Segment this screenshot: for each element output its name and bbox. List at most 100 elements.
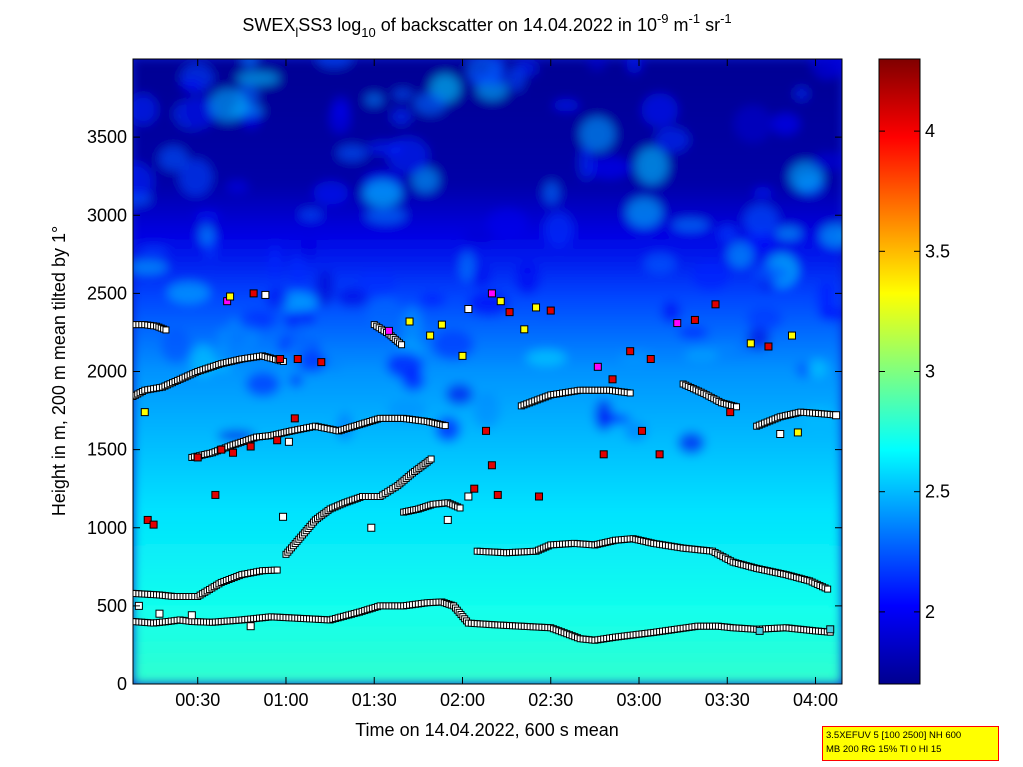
heatmap-patch [412, 167, 439, 193]
cloud-marker [496, 297, 505, 306]
cloud-marker [384, 326, 393, 335]
cloud-marker [405, 317, 414, 326]
heatmap-patch [133, 260, 168, 275]
heatmap-patch [300, 232, 317, 261]
y-tick-label: 2500 [87, 283, 127, 303]
x-tick-label: 01:30 [352, 690, 397, 710]
cloud-marker [832, 411, 841, 420]
cloud-marker [755, 626, 764, 635]
layer-3-point [824, 585, 832, 593]
cloud-marker [246, 442, 255, 451]
heatmap-patch [432, 330, 474, 361]
cloud-marker [229, 448, 238, 457]
colorbar-tick-label: 2.5 [925, 482, 950, 502]
heatmap-patch [578, 145, 594, 181]
heatmap-patch [206, 330, 250, 349]
heatmap-patch [744, 230, 776, 253]
y-tick-label: 2000 [87, 362, 127, 382]
heatmap-patch [743, 204, 779, 237]
cloud-markers [134, 289, 841, 635]
layer-8-point [626, 389, 634, 397]
cloud-marker [140, 408, 149, 417]
cloud-marker [637, 426, 646, 435]
cloud-marker [520, 325, 529, 334]
cloud-marker [279, 512, 288, 521]
heatmap-patch [507, 67, 525, 92]
heatmap-patch [391, 108, 412, 126]
heatmap-patch [677, 326, 709, 341]
heatmap-patch [789, 161, 823, 192]
heatmap-patch [133, 93, 158, 125]
y-tick-label: 3500 [87, 127, 127, 147]
heatmap-patch [544, 211, 574, 248]
heatmap-patch [242, 59, 258, 70]
heatmap-patch [752, 186, 773, 199]
heatmap-patch [245, 371, 281, 397]
heatmap-patch [624, 421, 647, 442]
cloud-marker [217, 445, 226, 454]
cloud-marker [655, 450, 664, 459]
heatmap-patch [654, 127, 690, 153]
cloud-marker [426, 331, 435, 340]
cloud-marker [367, 523, 376, 532]
x-tick-label: 02:00 [440, 690, 485, 710]
heatmap-patch [515, 262, 540, 296]
heatmap-patch [167, 282, 210, 304]
cloud-marker [143, 515, 152, 524]
heatmap-patch [661, 300, 681, 324]
cloud-marker [317, 358, 326, 367]
heatmap-patch [746, 307, 783, 331]
heatmap-patch [295, 350, 328, 373]
cloud-marker [155, 609, 164, 618]
cloud-marker [293, 355, 302, 363]
cloud-marker [482, 426, 491, 435]
detected-layers [133, 321, 840, 644]
heatmap-patch [386, 352, 424, 379]
heatmap-patch [470, 265, 491, 288]
heatmap-patch [283, 346, 302, 377]
cloud-marker [211, 490, 220, 499]
heatmap-patch [691, 261, 730, 293]
cloud-marker [261, 290, 270, 299]
heatmap-patch [588, 59, 606, 72]
heatmap-patch [413, 92, 447, 115]
cloud-marker [599, 450, 608, 459]
colorbar-axis: 2 2.5 3 3.5 4 [879, 121, 950, 622]
cloud-marker [776, 430, 785, 438]
heatmap-patch [336, 145, 368, 162]
heatmap-patch [365, 207, 406, 224]
title-part: -1 [689, 11, 701, 26]
heatmap-patch [733, 104, 773, 143]
heatmap-patch [473, 391, 501, 429]
cloud-marker [493, 490, 502, 499]
heatmap-patch [365, 93, 383, 106]
cloud-marker [246, 622, 255, 631]
colorbar-tick-label: 3.5 [925, 241, 950, 261]
colorbar-tick-label: 3 [925, 362, 935, 382]
x-axis: 00:30 01:00 01:30 02:00 02:30 03:00 03:30 04:00 [175, 59, 838, 710]
y-tick-label: 500 [97, 596, 127, 616]
cloud-marker [532, 303, 541, 312]
cloud-marker [249, 289, 258, 298]
cloud-marker [458, 351, 467, 360]
heatmap-patch [266, 288, 289, 311]
cloud-marker [470, 484, 479, 493]
y-tick-label: 1500 [87, 440, 127, 460]
layer-9-point [162, 326, 170, 334]
heatmap-patch [808, 359, 828, 378]
cloud-marker [690, 315, 699, 324]
heatmap-patch [717, 225, 738, 242]
cloud-marker [437, 320, 446, 329]
heatmap-patch [290, 322, 316, 356]
heatmap-patch [161, 328, 191, 364]
heatmap-patch [771, 113, 800, 135]
heatmap-patch [727, 241, 753, 268]
heatmap-patch [236, 71, 280, 86]
heatmap-patch [641, 93, 679, 128]
heatmap-patch [796, 362, 812, 378]
heatmap-patch [552, 98, 580, 112]
heatmap-patch [178, 158, 213, 196]
cloud-marker [646, 355, 655, 363]
heatmap-patch [199, 224, 214, 246]
